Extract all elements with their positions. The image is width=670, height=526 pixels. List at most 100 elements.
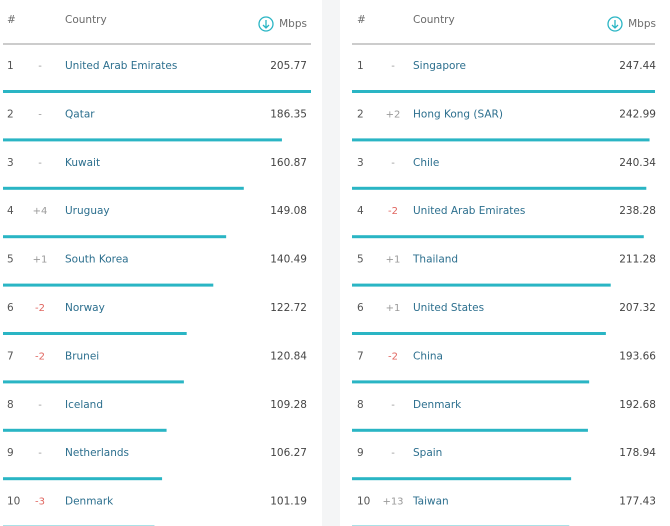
header-country: Country [65, 14, 107, 26]
rank: 7 [357, 350, 364, 362]
country: Netherlands [65, 447, 129, 459]
rank: 3 [357, 157, 364, 169]
rank-change: -3 [35, 497, 45, 508]
speed-bar [3, 380, 184, 384]
speed-bar [3, 477, 163, 481]
speed: 205.77 [270, 60, 307, 72]
country: Denmark [413, 399, 462, 411]
speed-bar [3, 283, 214, 287]
rank: 4 [357, 205, 364, 217]
speed: 160.87 [270, 157, 307, 169]
country: United Arab Emirates [413, 205, 525, 217]
rank: 8 [357, 399, 364, 411]
rank-change: +1 [386, 255, 401, 266]
rank: 6 [7, 302, 14, 314]
header-speed: Mbps [279, 18, 307, 30]
rank: 7 [7, 350, 14, 362]
rank-change: +13 [382, 497, 403, 508]
speed-bar [3, 235, 227, 239]
rank: 3 [7, 157, 14, 169]
speed: 240.34 [619, 157, 656, 169]
rank-change: - [391, 158, 395, 169]
rank: 9 [357, 447, 364, 459]
rank-change: - [391, 448, 395, 459]
header-rank: # [357, 14, 366, 26]
download-arrow [262, 20, 270, 29]
speed: 122.72 [270, 302, 307, 314]
rank-change: -2 [388, 351, 398, 362]
speed-bar [352, 186, 647, 190]
rank-change: -2 [35, 303, 45, 314]
country: Hong Kong (SAR) [413, 108, 503, 120]
speed-bar [352, 428, 588, 432]
speed-bar [352, 138, 650, 142]
rank: 2 [7, 108, 14, 120]
country: Chile [413, 157, 439, 169]
country: South Korea [65, 254, 129, 266]
speed: 192.68 [619, 399, 656, 411]
speed: 211.28 [619, 254, 656, 266]
rank-change: -2 [388, 206, 398, 217]
rank: 10 [7, 496, 20, 508]
speed-bar [352, 90, 655, 93]
download-icon [258, 16, 274, 32]
speed-bar [3, 332, 187, 335]
rank: 4 [7, 205, 14, 217]
country: Brunei [65, 350, 99, 362]
country: United Arab Emirates [65, 60, 177, 72]
speed: 238.28 [619, 205, 656, 217]
country: Iceland [65, 399, 103, 411]
speed-bar [3, 186, 244, 190]
speed: 140.49 [270, 254, 307, 266]
rank: 10 [357, 496, 370, 508]
rank-change: +2 [386, 109, 401, 120]
speed-bar [352, 380, 590, 384]
speed: 242.99 [619, 108, 656, 120]
speed-bar [352, 235, 644, 239]
rank-change: - [38, 109, 42, 120]
speed: 101.19 [270, 496, 307, 508]
country: Qatar [65, 108, 95, 120]
speed-bar [352, 283, 611, 287]
rank: 5 [357, 254, 364, 266]
speed-bar [352, 477, 572, 481]
header-speed: Mbps [628, 18, 656, 30]
speed: 186.35 [270, 108, 307, 120]
speed: 177.43 [619, 496, 656, 508]
rank-change: - [38, 400, 42, 411]
speed: 149.08 [270, 205, 307, 217]
speed-bar [3, 90, 311, 93]
rank: 6 [357, 302, 364, 314]
rank-change: - [38, 448, 42, 459]
country: Spain [413, 447, 442, 459]
rank: 2 [357, 108, 364, 120]
rank: 1 [7, 60, 14, 72]
country: United States [413, 302, 484, 314]
rank-change: +1 [33, 255, 48, 266]
rank-change: - [38, 61, 42, 72]
country: Thailand [412, 254, 458, 266]
rank: 8 [7, 399, 14, 411]
download-arrow [611, 20, 619, 29]
speed-bar [3, 428, 167, 432]
rank-change: +1 [386, 303, 401, 314]
speed-bar [352, 332, 606, 335]
right-panel [340, 0, 670, 526]
header-country: Country [413, 14, 455, 26]
rank-change: - [391, 400, 395, 411]
speed: 106.27 [270, 447, 307, 459]
country: Kuwait [65, 157, 100, 169]
left-panel [0, 0, 322, 526]
country: Uruguay [65, 205, 110, 217]
speed: 207.32 [619, 302, 656, 314]
rank-change: - [391, 61, 395, 72]
header-rank: # [7, 14, 16, 26]
speed: 109.28 [270, 399, 307, 411]
country: Singapore [413, 60, 466, 72]
country: China [413, 350, 443, 362]
speed-bar [3, 138, 282, 142]
country: Denmark [65, 496, 114, 508]
rank-change: +4 [33, 206, 48, 217]
rank: 9 [7, 447, 14, 459]
